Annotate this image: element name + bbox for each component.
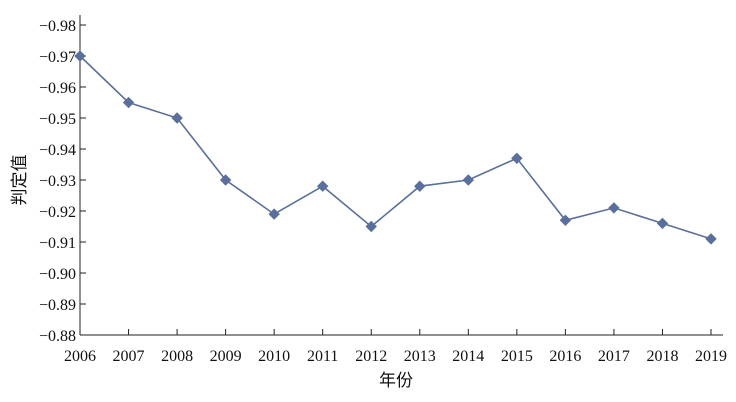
data-point <box>171 112 183 124</box>
data-point <box>414 180 426 192</box>
x-axis: 2006 2007 2008 2009 2010 2011 2012 2013 2014 2015… <box>64 329 727 365</box>
y-tick-label: −0.98 <box>39 18 76 35</box>
y-tick-label: −0.93 <box>39 173 76 190</box>
x-tick-label: 2010 <box>258 348 290 365</box>
x-tick-label: 2006 <box>64 348 96 365</box>
y-axis: −0.98 −0.97 −0.96 −0.95 −0.94 −0.93 −0.92 −0.91… <box>39 15 86 345</box>
series-line <box>79 55 712 240</box>
x-tick-label: 2014 <box>452 348 484 365</box>
data-point <box>219 174 232 186</box>
y-tick-label: −0.92 <box>39 204 76 221</box>
x-tick-label: 2012 <box>355 348 387 365</box>
data-point <box>608 202 620 214</box>
data-point <box>74 50 86 62</box>
y-tick-label: −0.95 <box>39 111 76 128</box>
data-point <box>365 220 377 233</box>
x-tick-label: 2016 <box>549 348 581 365</box>
data-point <box>511 152 523 165</box>
y-tick-label: −0.88 <box>39 328 76 345</box>
y-axis-title: 判定值 <box>10 155 30 206</box>
data-point <box>705 233 717 245</box>
data-point <box>559 214 572 227</box>
x-axis-title: 年份 <box>379 371 413 391</box>
data-point <box>656 217 669 230</box>
x-tick-label: 2011 <box>307 348 338 365</box>
data-point <box>462 174 475 186</box>
y-tick-label: −0.96 <box>39 80 76 97</box>
x-tick-label: 2015 <box>501 348 533 365</box>
x-tick-label: 2009 <box>210 348 242 365</box>
y-tick-label: −0.91 <box>39 235 76 252</box>
x-tick-label: 2008 <box>161 348 193 365</box>
y-tick-label: −0.97 <box>39 49 76 66</box>
y-tick-label: −0.90 <box>39 266 76 283</box>
x-tick-label: 2017 <box>598 348 630 365</box>
series-group <box>74 50 717 245</box>
x-tick-label: 2007 <box>113 348 145 365</box>
data-point <box>316 180 329 192</box>
data-point <box>268 208 280 220</box>
data-point <box>122 96 135 109</box>
x-tick-label: 2019 <box>695 348 727 365</box>
y-tick-label: −0.89 <box>39 297 76 314</box>
x-tick-label: 2018 <box>646 348 678 365</box>
y-tick-label: −0.94 <box>39 142 76 159</box>
x-tick-label: 2013 <box>404 348 436 365</box>
